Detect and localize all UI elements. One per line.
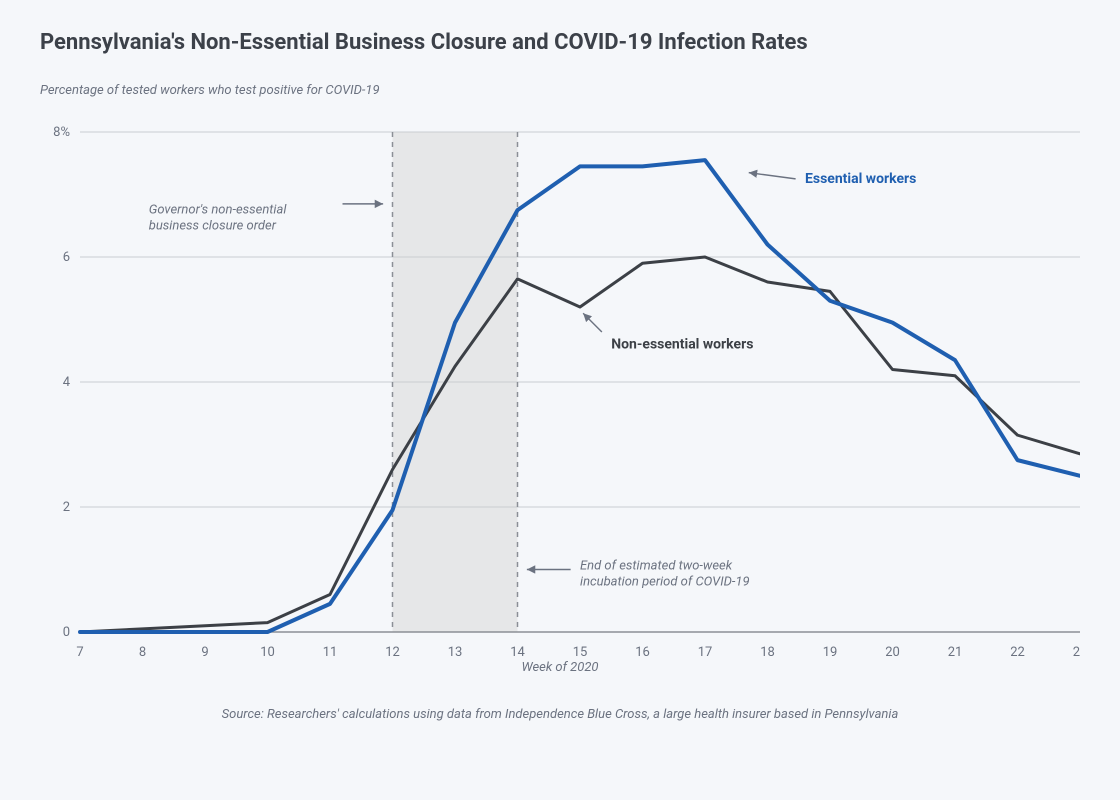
x-tick-label: 18: [760, 645, 775, 660]
x-tick-label: 23: [1073, 645, 1080, 660]
series-label: Essential workers: [805, 171, 916, 187]
x-tick-label: 12: [385, 645, 400, 660]
y-tick-label: 2: [63, 500, 70, 515]
x-tick-label: 22: [1010, 645, 1025, 660]
x-tick-label: 15: [573, 645, 588, 660]
x-tick-label: 10: [260, 645, 275, 660]
y-tick-label: 8%: [53, 125, 70, 140]
x-tick-label: 21: [948, 645, 963, 660]
y-tick-label: 6: [63, 250, 70, 265]
y-tick-label: 4: [63, 375, 71, 390]
y-tick-label: 0: [63, 625, 70, 640]
annotation-text: business closure order: [149, 218, 277, 233]
x-axis-label: Week of 2020: [40, 660, 1080, 675]
x-tick-label: 17: [698, 645, 713, 660]
series-label-arrow: [583, 313, 602, 332]
x-tick-label: 13: [448, 645, 463, 660]
annotation-text: Governor's non-essential: [149, 202, 288, 217]
x-tick-label: 8: [139, 645, 146, 660]
chart-title: Pennsylvania's Non-Essential Business Cl…: [40, 30, 1080, 55]
x-tick-label: 20: [885, 645, 900, 660]
plot-area: 02468%7891011121314151617181920212223Gov…: [40, 102, 1080, 652]
annotation-text: End of estimated two-week: [580, 559, 733, 574]
x-tick-label: 19: [823, 645, 838, 660]
series-label-arrow: [749, 173, 796, 179]
series-label: Non-essential workers: [611, 337, 753, 353]
x-tick-label: 14: [510, 645, 525, 660]
chart-container: Pennsylvania's Non-Essential Business Cl…: [0, 0, 1120, 800]
source-note: Source: Researchers' calculations using …: [40, 707, 1080, 722]
chart-subtitle: Percentage of tested workers who test po…: [40, 83, 1080, 98]
x-tick-label: 7: [76, 645, 83, 660]
x-tick-label: 11: [323, 645, 338, 660]
annotation-text: incubation period of COVID-19: [580, 575, 750, 590]
x-tick-label: 9: [201, 645, 208, 660]
x-tick-label: 16: [635, 645, 650, 660]
chart-svg: 0 2 4 6 8% 7 8 9 10 11 12 13 14 15 16 17 18 19 20 21 22 23 Gov…: [40, 102, 1080, 662]
